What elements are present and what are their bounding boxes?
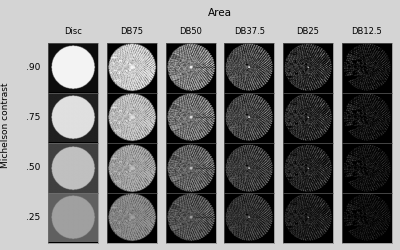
Text: .75: .75: [26, 113, 40, 122]
Text: .25: .25: [26, 213, 40, 222]
Text: Area: Area: [208, 8, 232, 18]
Text: .50: .50: [26, 163, 40, 172]
Text: Disc: Disc: [64, 27, 82, 36]
Text: DB75: DB75: [120, 27, 144, 36]
Text: DB37.5: DB37.5: [234, 27, 265, 36]
Text: DB25: DB25: [296, 27, 320, 36]
Text: DB50: DB50: [179, 27, 202, 36]
Text: DB12.5: DB12.5: [351, 27, 382, 36]
Text: .90: .90: [26, 63, 40, 72]
Text: Michelson contrast: Michelson contrast: [2, 82, 10, 168]
